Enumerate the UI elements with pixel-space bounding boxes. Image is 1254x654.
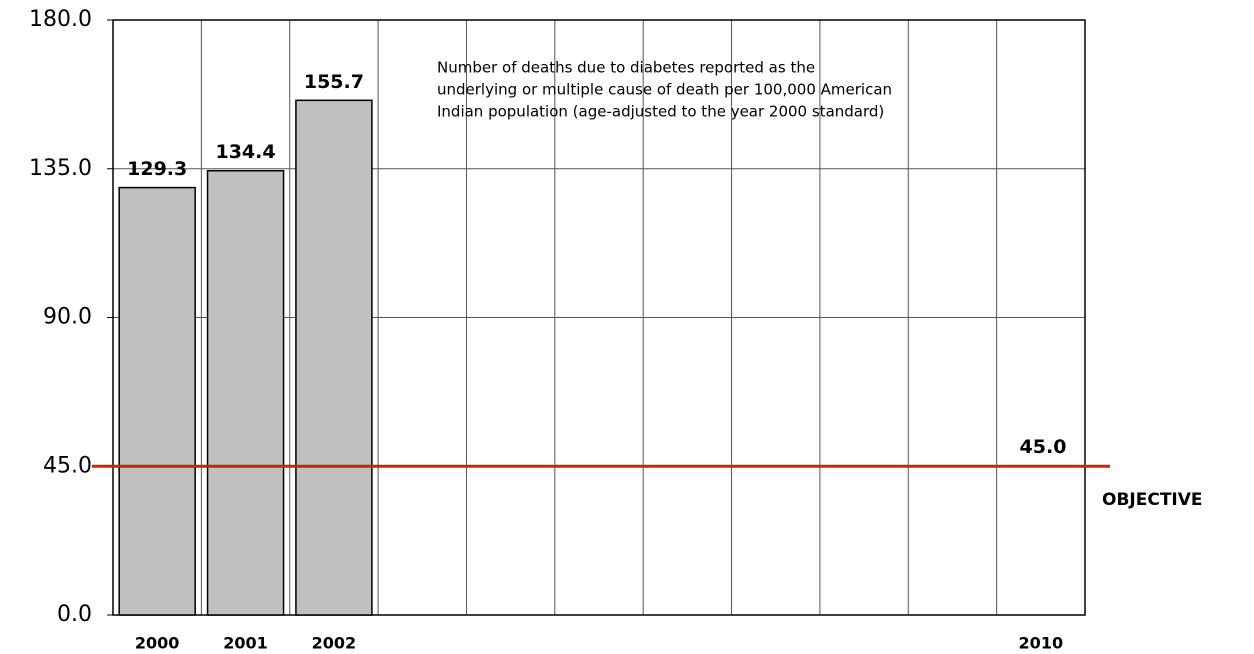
annotation: Indian population (age-adjusted to the y… (437, 103, 884, 121)
x-tick-label: 2000 (135, 634, 180, 653)
objective-value-label: 45.0 (1020, 436, 1067, 458)
y-tick-label: 90.0 (43, 305, 92, 330)
data-label: 155.7 (304, 71, 364, 93)
plot-frame (112, 19, 1086, 616)
bar (118, 186, 196, 616)
x-tick-label: 2001 (223, 634, 268, 653)
objective-label: OBJECTIVE (1102, 490, 1203, 510)
bar (206, 169, 285, 616)
x-tick-label: 2010 (1019, 634, 1064, 653)
y-tick-label: 45.0 (43, 453, 92, 478)
y-tick-label: 135.0 (29, 156, 92, 181)
x-tick-label: 2002 (312, 634, 357, 653)
y-tick-label: 180.0 (29, 7, 92, 32)
bar (295, 99, 373, 616)
annotation: underlying or multiple cause of death pe… (437, 81, 892, 99)
data-label: 129.3 (127, 158, 187, 180)
y-tick-label: 0.0 (57, 602, 92, 627)
data-label: 134.4 (215, 141, 275, 163)
annotation: Number of deaths due to diabetes reporte… (437, 59, 815, 77)
